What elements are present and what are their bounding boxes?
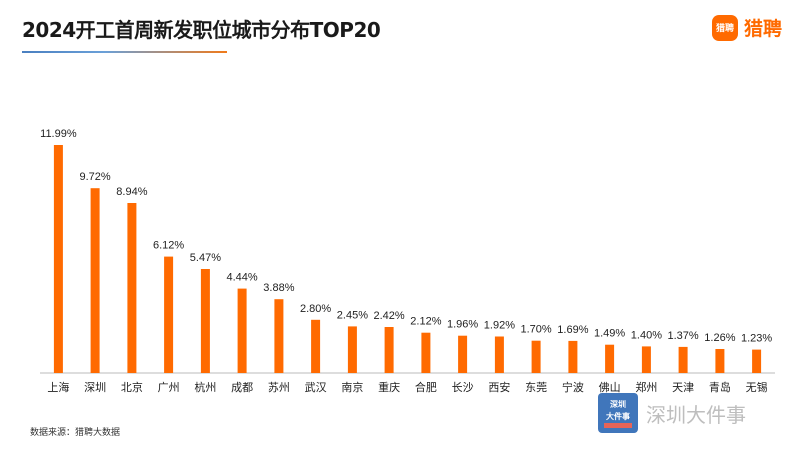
- data-label-20: 1.23%: [741, 333, 772, 345]
- title-underline: [22, 51, 227, 53]
- watermark-text: 深圳大件事: [646, 402, 746, 427]
- data-label-19: 1.26%: [704, 332, 735, 344]
- bar-17: [641, 346, 651, 373]
- watermark-badge-line1: 深圳: [610, 400, 626, 409]
- bar-16: [605, 344, 615, 373]
- category-label-8: 武汉: [305, 381, 327, 394]
- category-label-12: 长沙: [452, 381, 474, 394]
- data-label-11: 2.12%: [410, 316, 441, 328]
- logo-mark-text: 猎聘: [715, 23, 734, 34]
- bar-11: [421, 332, 431, 373]
- data-label-3: 8.94%: [116, 186, 147, 198]
- category-label-16: 佛山: [599, 381, 621, 394]
- bar-2: [90, 188, 100, 373]
- data-label-15: 1.69%: [557, 324, 588, 336]
- data-label-2: 9.72%: [79, 171, 110, 183]
- bar-12: [458, 335, 468, 373]
- data-label-18: 1.37%: [667, 330, 698, 342]
- data-source-note: 数据来源：猎聘大数据: [30, 428, 121, 438]
- category-label-2: 深圳: [84, 381, 106, 394]
- data-label-10: 2.42%: [373, 310, 404, 322]
- bar-10: [384, 327, 394, 373]
- bar-5: [200, 269, 210, 373]
- category-label-13: 西安: [488, 380, 510, 394]
- watermark-badge-icon: 深圳 大件事: [598, 393, 638, 433]
- data-label-13: 1.92%: [484, 320, 515, 332]
- bar-20: [752, 349, 762, 373]
- data-label-16: 1.49%: [594, 328, 625, 340]
- data-label-5: 5.47%: [190, 252, 221, 264]
- data-label-7: 3.88%: [263, 282, 294, 294]
- category-label-5: 杭州: [194, 380, 216, 394]
- watermark-badge-stripe: [604, 423, 632, 428]
- bar-4: [164, 256, 174, 373]
- brand-logo: 猎聘 猎聘: [711, 14, 782, 41]
- category-label-4: 广州: [158, 381, 180, 394]
- data-label-6: 4.44%: [226, 272, 257, 284]
- category-label-7: 苏州: [268, 381, 290, 394]
- category-label-15: 宁波: [562, 380, 584, 394]
- data-label-12: 1.96%: [447, 319, 478, 331]
- category-label-6: 成都: [231, 381, 253, 394]
- data-label-14: 1.70%: [520, 324, 551, 336]
- bar-8: [311, 319, 321, 373]
- watermark: 深圳 大件事 深圳大件事: [598, 393, 746, 433]
- logo-icon: 猎聘: [711, 14, 738, 41]
- bar-13: [494, 336, 504, 373]
- bar-19: [715, 349, 725, 373]
- data-label-1: 11.99%: [40, 128, 77, 140]
- category-label-10: 重庆: [378, 380, 400, 394]
- category-label-20: 无锡: [746, 380, 768, 394]
- category-label-3: 北京: [121, 380, 143, 394]
- bar-7: [274, 299, 284, 373]
- bar-1: [53, 145, 63, 373]
- bar-18: [678, 346, 688, 373]
- watermark-badge-line2: 大件事: [606, 412, 630, 421]
- category-label-11: 合肥: [415, 380, 437, 394]
- category-label-14: 东莞: [525, 381, 547, 394]
- category-label-9: 南京: [341, 380, 363, 394]
- data-label-17: 1.40%: [631, 329, 662, 341]
- bar-15: [568, 340, 578, 373]
- category-label-18: 天津: [672, 381, 694, 394]
- bar-14: [531, 340, 541, 373]
- bar-9: [347, 326, 357, 373]
- bar-3: [127, 203, 137, 373]
- chart-title: 2024开工首周新发职位城市分布TOP20: [22, 18, 381, 42]
- data-label-4: 6.12%: [153, 240, 184, 252]
- category-label-19: 青岛: [709, 380, 731, 394]
- category-label-17: 郑州: [635, 380, 657, 394]
- category-label-1: 上海: [47, 380, 69, 394]
- bar-6: [237, 288, 247, 373]
- logo-text: 猎聘: [743, 18, 782, 40]
- data-label-8: 2.80%: [300, 303, 331, 315]
- data-label-9: 2.45%: [337, 309, 368, 321]
